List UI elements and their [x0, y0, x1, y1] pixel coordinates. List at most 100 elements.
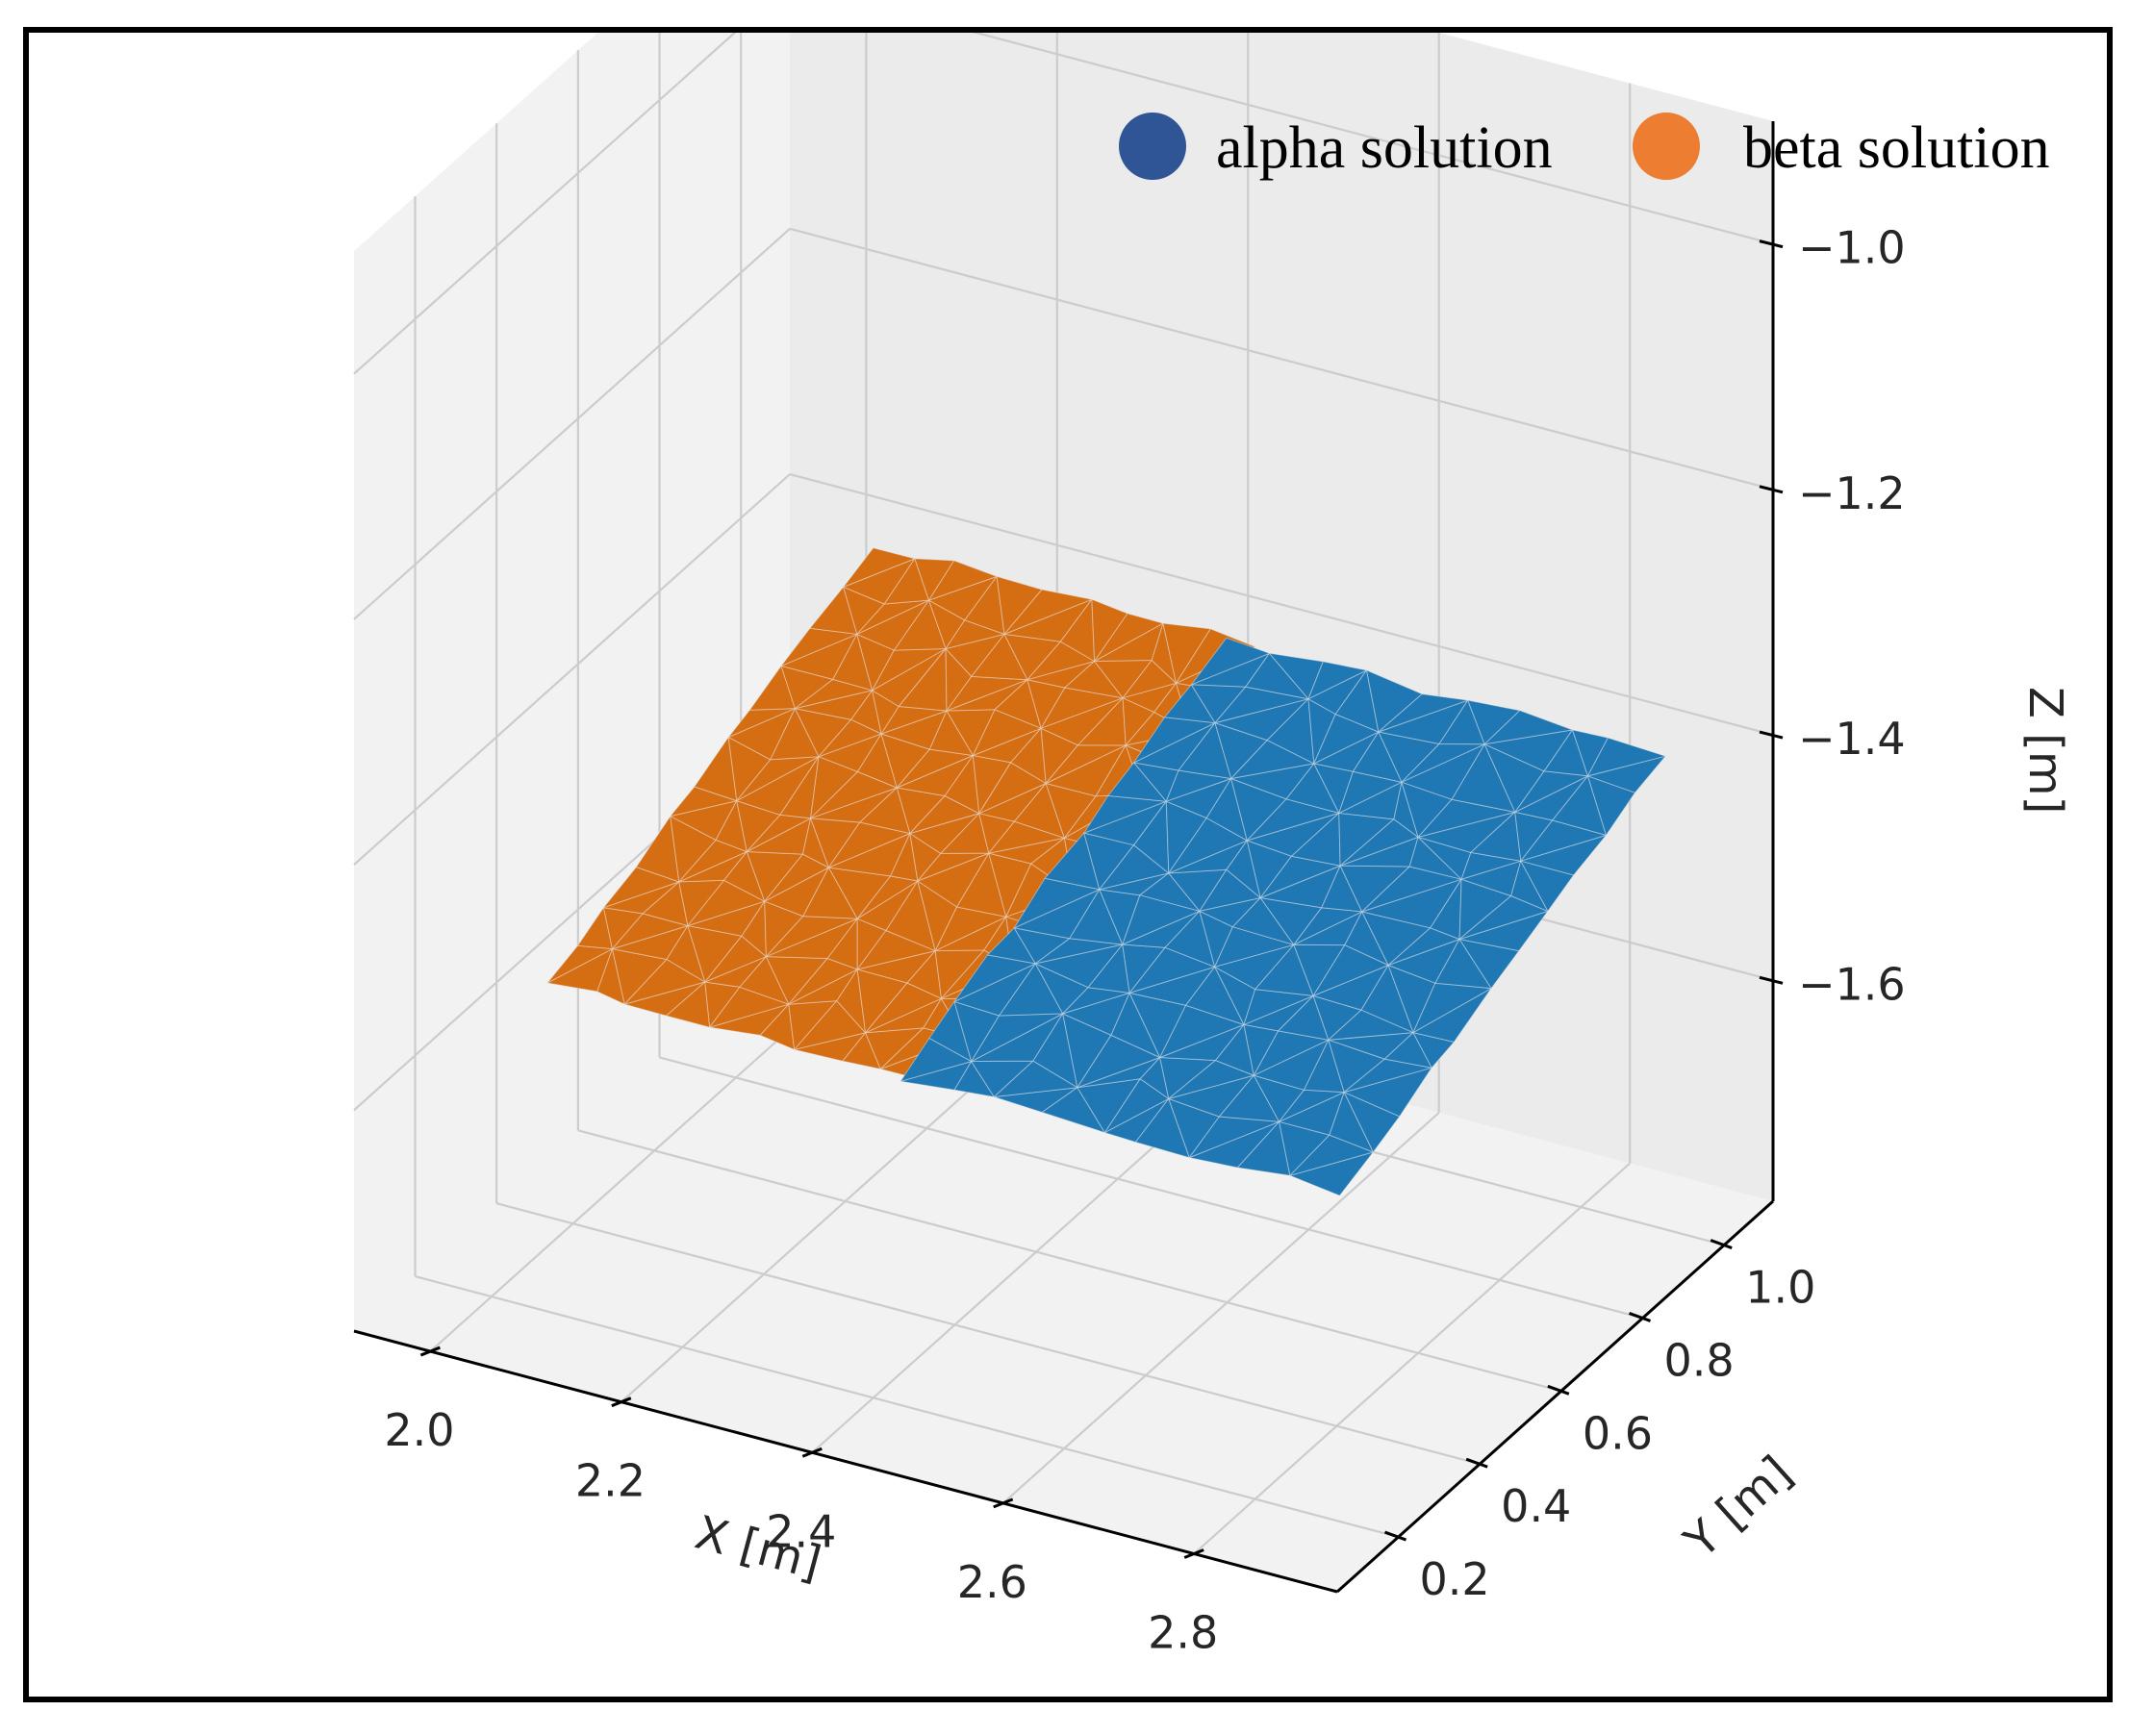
mesh-triangle — [1408, 836, 1462, 880]
mesh-triangle — [764, 900, 804, 958]
mesh-triangle — [1231, 897, 1295, 945]
mesh-triangle — [1293, 907, 1363, 945]
mesh-triangle — [770, 708, 820, 761]
mesh-triangle — [1430, 878, 1462, 940]
mesh-triangle — [956, 852, 1007, 918]
mesh-triangle — [1278, 994, 1330, 1041]
mesh-triangle — [1062, 1013, 1112, 1089]
mesh-triangle — [1361, 878, 1462, 929]
mesh-triangle — [953, 1061, 995, 1097]
mesh-triangle — [1165, 769, 1232, 802]
mesh-triangle — [1190, 637, 1270, 686]
floor-pane — [354, 941, 1773, 1592]
y-tick-mark — [1465, 1457, 1488, 1469]
mesh-triangle — [859, 787, 911, 834]
mesh-triangle — [1128, 946, 1216, 994]
mesh-triangle — [1470, 811, 1522, 862]
mesh-triangle — [1062, 987, 1130, 1015]
mesh-triangle — [1387, 927, 1460, 966]
mesh-triangle — [1218, 1074, 1280, 1122]
mesh-triangle — [1401, 743, 1485, 783]
z-gridline-back — [789, 473, 1774, 737]
mesh-triangle — [1034, 938, 1124, 965]
z-axis-label: Z [m] — [2018, 687, 2072, 814]
x-tick-mark — [419, 1346, 441, 1357]
mesh-triangle — [1246, 840, 1292, 898]
mesh-triangle — [1103, 1078, 1170, 1134]
mesh-triangle — [940, 813, 990, 854]
mesh-triangle — [906, 950, 942, 999]
legend-label-alpha: alpha solution — [1216, 115, 1553, 181]
y-tick-label: 1.0 — [1745, 1262, 1815, 1314]
x-tick-mark — [611, 1396, 632, 1408]
mesh-triangle — [1077, 697, 1127, 746]
x-tick-mark — [801, 1447, 823, 1458]
mesh-triangle — [1321, 865, 1363, 913]
mesh-triangle — [1107, 762, 1167, 802]
mesh-triangle — [1483, 743, 1545, 813]
mesh-triangle — [1289, 1151, 1374, 1196]
y-gridline-floor — [577, 1129, 1562, 1393]
x-tick-label: 2.8 — [1148, 1607, 1218, 1659]
mesh-triangle — [739, 956, 790, 1005]
y-gridline-floor — [415, 1275, 1399, 1539]
z-tick-mark — [1759, 730, 1784, 740]
mesh-triangle — [642, 881, 689, 926]
y-tick-mark — [1710, 1239, 1733, 1249]
mesh-triangle — [765, 916, 858, 958]
mesh-triangle — [1460, 851, 1522, 880]
mesh-triangle — [872, 648, 947, 707]
y-tick-label: 0.6 — [1583, 1407, 1653, 1459]
figure-frame: alpha solution beta solution 2.0 2.2 2.4… — [23, 27, 2113, 1702]
mesh-triangle — [810, 756, 858, 819]
mesh-triangle — [1122, 660, 1177, 699]
mesh-triangle — [856, 930, 936, 970]
mesh-triangle — [857, 733, 898, 789]
mesh-triangle — [1266, 698, 1315, 765]
mesh-triangle — [1412, 1032, 1455, 1069]
x-tick-mark — [993, 1497, 1014, 1509]
mesh-triangle — [1243, 994, 1314, 1032]
mesh-triangle — [794, 1000, 867, 1050]
mesh-triangle — [971, 633, 1028, 681]
mesh-triangle — [1010, 727, 1047, 784]
mesh-triangle — [865, 1027, 925, 1069]
legend-marker-alpha — [1119, 113, 1186, 180]
mesh-triangle — [794, 708, 852, 758]
z-tick-label: −1.4 — [1798, 713, 1906, 765]
y-tick-mark — [1629, 1312, 1652, 1322]
y-tick-label: 0.8 — [1664, 1334, 1735, 1386]
mesh-triangle — [1291, 812, 1341, 867]
mesh-triangle — [1003, 589, 1093, 635]
mesh-triangle — [1572, 729, 1609, 777]
mesh-triangle — [1254, 943, 1314, 996]
mesh-triangle — [1243, 989, 1314, 1025]
mesh-triangle — [1417, 798, 1516, 838]
mesh-triangle — [678, 839, 748, 883]
mesh-triangle — [856, 633, 895, 692]
mesh-triangle — [1168, 1060, 1254, 1099]
mesh-triangle — [666, 925, 706, 983]
mesh-triangle — [1339, 818, 1419, 867]
mesh-triangle — [914, 558, 955, 601]
z-gridline-back — [972, 33, 1774, 245]
mesh-triangle — [704, 935, 767, 983]
mesh-triangle — [670, 816, 717, 883]
mesh-triangle — [1013, 877, 1101, 929]
mesh-triangle — [1587, 737, 1666, 777]
mesh-triangle — [1083, 832, 1135, 891]
mesh-triangle — [1378, 693, 1469, 733]
mesh-triangle — [978, 762, 1047, 815]
x-axis-line — [353, 1329, 1338, 1594]
mesh-triangle — [1483, 710, 1573, 745]
mesh-triangle — [1099, 844, 1170, 891]
legend: alpha solution beta solution — [1119, 113, 2050, 181]
mesh-triangle — [1312, 944, 1389, 996]
mesh-triangle — [1259, 855, 1341, 898]
mesh-triangle — [842, 1032, 881, 1069]
mesh-triangle — [1338, 781, 1403, 820]
mesh-triangle — [832, 633, 874, 692]
legend-marker-beta — [1633, 113, 1700, 180]
mesh-triangle — [1164, 684, 1216, 724]
y-tick-labels: 0.2 0.4 0.6 0.8 1.0 — [1420, 1262, 1816, 1606]
